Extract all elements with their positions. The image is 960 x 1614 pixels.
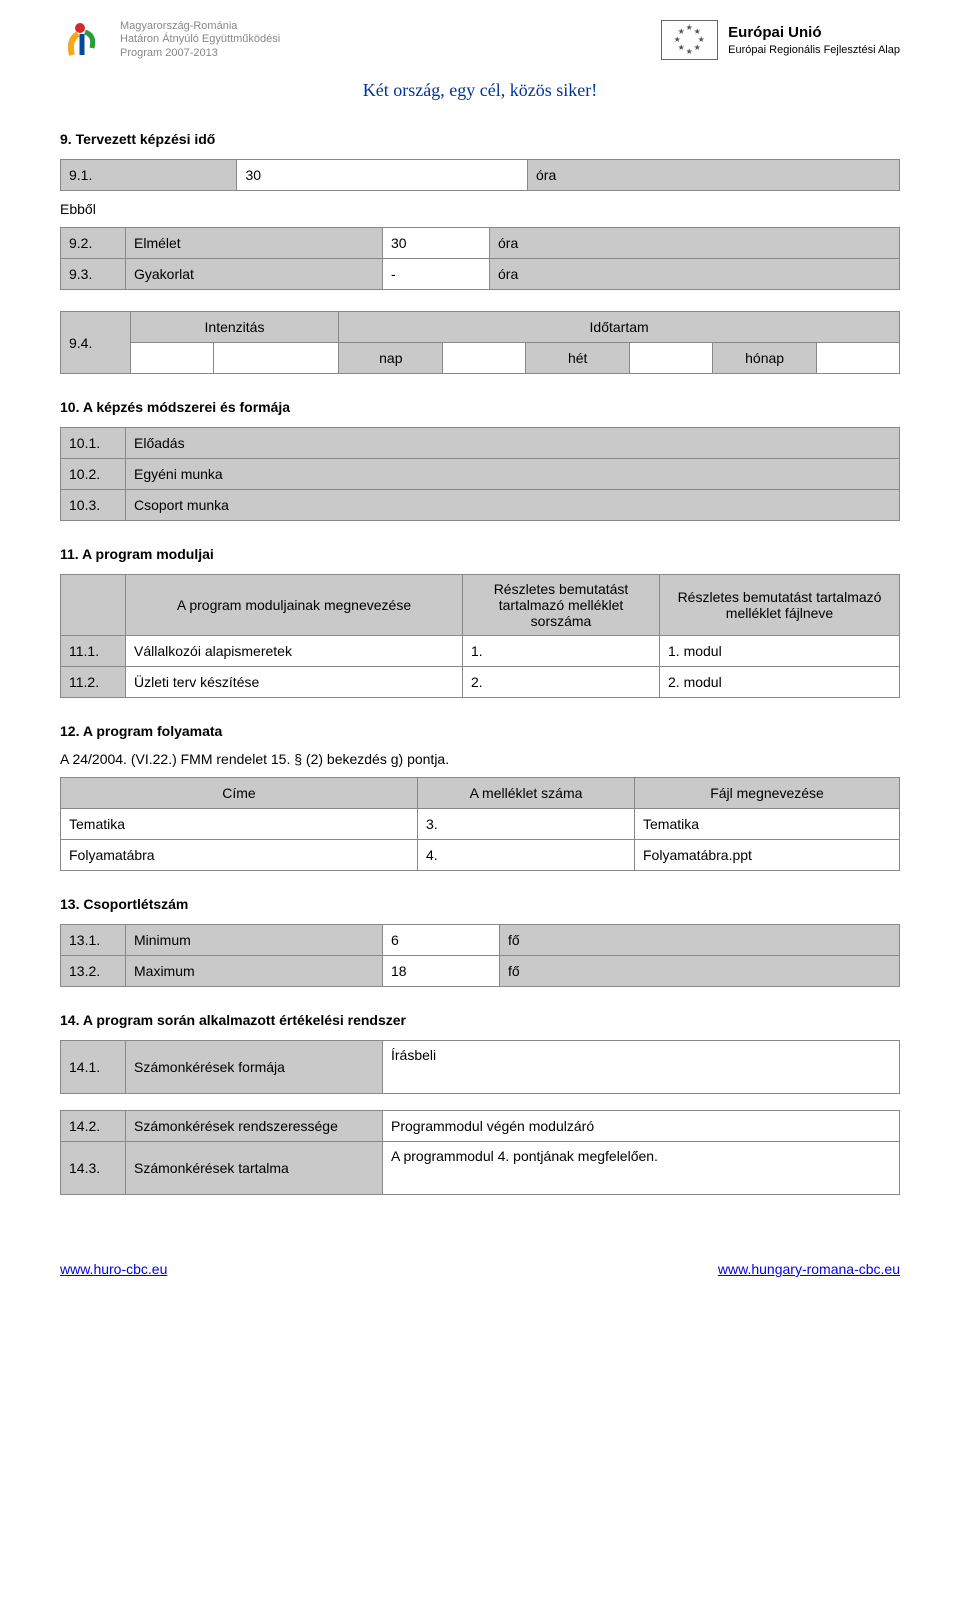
header-left: Magyarország-Románia Határon Átnyúló Egy… (60, 20, 280, 60)
cell-13.2-label: Maximum (126, 956, 383, 987)
cell-11.2-num: 11.2. (61, 667, 126, 698)
cell-13.1-unit: fő (500, 925, 900, 956)
section-12-title: 12. A program folyamata (60, 723, 900, 739)
cell-12-h2: A melléklet száma (418, 778, 635, 809)
cell-11-h2: Részletes bemutatást tartalmazó mellékle… (463, 575, 660, 636)
cell-10.1-label: Előadás (126, 428, 900, 459)
cell-14.2-label: Számonkérések rendszeressége (126, 1111, 383, 1142)
section-9-title: 9. Tervezett képzési idő (60, 131, 900, 147)
cell-12-h1: Címe (61, 778, 418, 809)
cell-10.2-label: Egyéni munka (126, 459, 900, 490)
cell-int-v2 (213, 343, 339, 374)
cell-10.2-num: 10.2. (61, 459, 126, 490)
cell-13.1-val: 6 (383, 925, 500, 956)
table-9-4: 9.4. Intenzitás Időtartam nap hét hónap (60, 311, 900, 374)
page-footer: www.huro-cbc.eu www.hungary-romana-cbc.e… (0, 1221, 960, 1297)
cell-14.1-num: 14.1. (61, 1041, 126, 1094)
cell-11-h3: Részletes bemutatást tartalmazó mellékle… (660, 575, 900, 636)
cell-9.4-num: 9.4. (61, 312, 131, 374)
cell-10.1-num: 10.1. (61, 428, 126, 459)
page-header: Magyarország-Románia Határon Átnyúló Egy… (60, 20, 900, 60)
cell-14.2-val: Programmodul végén modulzáró (383, 1111, 900, 1142)
cell-14.3-label: Számonkérések tartalma (126, 1142, 383, 1195)
section-12-note: A 24/2004. (VI.22.) FMM rendelet 15. § (… (60, 751, 900, 767)
table-9-2-3: 9.2. Elmélet 30 óra 9.3. Gyakorlat - óra (60, 227, 900, 290)
cell-10.3-num: 10.3. (61, 490, 126, 521)
cell-het-v (630, 343, 713, 374)
cell-nap: nap (339, 343, 443, 374)
cell-11.2-c3: 2. modul (660, 667, 900, 698)
cell-13.2-val: 18 (383, 956, 500, 987)
section-10-title: 10. A képzés módszerei és formája (60, 399, 900, 415)
cell-11-h1: A program moduljainak megnevezése (126, 575, 463, 636)
footer-link-right[interactable]: www.hungary-romana-cbc.eu (718, 1261, 900, 1277)
cell-13.1-label: Minimum (126, 925, 383, 956)
program-logo-icon (60, 20, 110, 60)
cell-int-v1 (130, 343, 213, 374)
cell-11.1-c2: 1. (463, 636, 660, 667)
eu-title: Európai Unió (728, 23, 900, 43)
table-10: 10.1. Előadás 10.2. Egyéni munka 10.3. C… (60, 427, 900, 521)
cell-9.3-val: - (383, 259, 490, 290)
eu-title-text: Európai Unió Európai Regionális Fejleszt… (728, 23, 900, 57)
cell-9.3-num: 9.3. (61, 259, 126, 290)
cell-9.2-val: 30 (383, 228, 490, 259)
cell-9.1-unit: óra (528, 160, 900, 191)
ebbol-label: Ebből (60, 201, 900, 217)
cell-12-r1c3: Tematika (635, 809, 900, 840)
cell-9.4-h2: Időtartam (339, 312, 900, 343)
cell-9.1-val: 30 (237, 160, 528, 191)
table-13: 13.1. Minimum 6 fő 13.2. Maximum 18 fő (60, 924, 900, 987)
cell-nap-v (443, 343, 526, 374)
cell-14.2-num: 14.2. (61, 1111, 126, 1142)
cell-14.3-num: 14.3. (61, 1142, 126, 1195)
cell-het: hét (526, 343, 630, 374)
cell-11-h0 (61, 575, 126, 636)
section-11-title: 11. A program moduljai (60, 546, 900, 562)
eu-flag-icon: ★ ★ ★ ★ ★ ★ ★ ★ (661, 20, 718, 60)
cell-12-r1c2: 3. (418, 809, 635, 840)
cell-13.1-num: 13.1. (61, 925, 126, 956)
section-14-title: 14. A program során alkalmazott értékelé… (60, 1012, 900, 1028)
cell-honap-v (817, 343, 900, 374)
table-11: A program moduljainak megnevezése Részle… (60, 574, 900, 698)
cell-12-r1c1: Tematika (61, 809, 418, 840)
cell-9.2-num: 9.2. (61, 228, 126, 259)
cell-9.3-unit: óra (490, 259, 900, 290)
footer-link-left[interactable]: www.huro-cbc.eu (60, 1261, 167, 1277)
cell-11.1-c3: 1. modul (660, 636, 900, 667)
cell-14.1-val: Írásbeli (383, 1041, 900, 1094)
section-13-title: 13. Csoportlétszám (60, 896, 900, 912)
tagline: Két ország, egy cél, közös siker! (60, 80, 900, 101)
cell-honap: hónap (713, 343, 817, 374)
table-12: Címe A melléklet száma Fájl megnevezése … (60, 777, 900, 871)
eu-subtitle: Európai Regionális Fejlesztési Alap (728, 43, 900, 57)
table-14-23: 14.2. Számonkérések rendszeressége Progr… (60, 1110, 900, 1195)
cell-9.4-h1: Intenzitás (130, 312, 338, 343)
cell-11.2-c2: 2. (463, 667, 660, 698)
cell-13.2-num: 13.2. (61, 956, 126, 987)
cell-14.3-val: A programmodul 4. pontjának megfelelően. (383, 1142, 900, 1195)
cell-9.3-label: Gyakorlat (126, 259, 383, 290)
cell-11.1-c1: Vállalkozói alapismeretek (126, 636, 463, 667)
cell-9.2-unit: óra (490, 228, 900, 259)
cell-13.2-unit: fő (500, 956, 900, 987)
cell-11.1-num: 11.1. (61, 636, 126, 667)
cell-12-h3: Fájl megnevezése (635, 778, 900, 809)
table-14-1: 14.1. Számonkérések formája Írásbeli (60, 1040, 900, 1094)
table-9-1: 9.1. 30 óra (60, 159, 900, 191)
cell-12-r2c2: 4. (418, 840, 635, 871)
cell-9.1-num: 9.1. (61, 160, 237, 191)
program-title-text: Magyarország-Románia Határon Átnyúló Egy… (120, 20, 280, 60)
cell-11.2-c1: Üzleti terv készítése (126, 667, 463, 698)
cell-12-r2c1: Folyamatábra (61, 840, 418, 871)
cell-14.1-label: Számonkérések formája (126, 1041, 383, 1094)
cell-10.3-label: Csoport munka (126, 490, 900, 521)
header-right: ★ ★ ★ ★ ★ ★ ★ ★ Európai Unió Európai Reg… (661, 20, 900, 60)
cell-9.2-label: Elmélet (126, 228, 383, 259)
cell-12-r2c3: Folyamatábra.ppt (635, 840, 900, 871)
